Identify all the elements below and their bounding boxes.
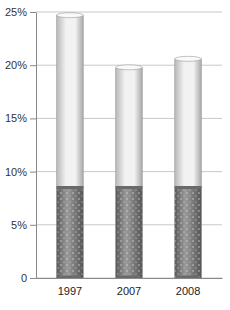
plot: 0 5% 10% 15% 20% 25% 1997 2007 2008 bbox=[5, 6, 223, 297]
bar-cap bbox=[57, 13, 84, 18]
filter bbox=[116, 186, 143, 278]
x-tick-label: 2007 bbox=[117, 285, 141, 297]
y-tick-mark bbox=[30, 172, 36, 173]
y-tick: 10% bbox=[5, 166, 36, 178]
bars bbox=[57, 13, 202, 278]
bar bbox=[116, 67, 143, 278]
x-tick-label: 2008 bbox=[176, 285, 200, 297]
y-tick-label: 20% bbox=[5, 59, 27, 71]
bar-cap bbox=[175, 56, 202, 61]
y-tick-label: 10% bbox=[5, 166, 27, 178]
filter-band bbox=[175, 186, 202, 189]
y-axis-line bbox=[36, 13, 37, 279]
y-tick: 0 bbox=[21, 272, 36, 284]
cigarette bbox=[116, 65, 143, 278]
bar-cap bbox=[116, 65, 143, 70]
grid-line bbox=[36, 12, 222, 13]
y-tick: 20% bbox=[5, 59, 36, 71]
cigarette bbox=[57, 13, 84, 278]
bar-base bbox=[175, 276, 202, 279]
bar-base bbox=[116, 276, 143, 279]
y-tick-label: 0 bbox=[21, 272, 27, 284]
y-tick-mark bbox=[30, 65, 36, 66]
filter bbox=[57, 186, 84, 278]
filter-texture bbox=[175, 186, 202, 278]
x-tick: 1997 bbox=[58, 278, 82, 297]
bar bbox=[175, 59, 202, 278]
y-tick: 15% bbox=[5, 112, 36, 124]
x-axis: 1997 2007 2008 bbox=[37, 278, 223, 297]
filter bbox=[175, 186, 202, 278]
y-tick: 25% bbox=[5, 6, 36, 18]
x-tick: 2008 bbox=[176, 278, 200, 297]
y-tick-mark bbox=[30, 118, 36, 119]
y-tick-label: 5% bbox=[11, 219, 27, 231]
y-tick-mark bbox=[30, 225, 36, 226]
y-tick: 5% bbox=[11, 219, 36, 231]
filter-band bbox=[116, 186, 143, 189]
y-tick-mark bbox=[30, 278, 36, 279]
y-tick-label: 15% bbox=[5, 112, 27, 124]
x-axis-line bbox=[37, 278, 223, 279]
filter-band bbox=[57, 186, 84, 189]
y-tick-label: 25% bbox=[5, 6, 27, 18]
bar bbox=[57, 15, 84, 278]
grid bbox=[36, 12, 222, 278]
filter-texture bbox=[116, 186, 143, 278]
x-tick: 2007 bbox=[117, 278, 141, 297]
x-tick-label: 1997 bbox=[58, 285, 82, 297]
y-axis: 0 5% 10% 15% 20% 25% bbox=[5, 6, 37, 284]
cigarette bbox=[175, 56, 202, 278]
y-tick-mark bbox=[30, 12, 36, 13]
bar-base bbox=[57, 276, 84, 279]
chart-container: 0 5% 10% 15% 20% 25% 1997 2007 2008 bbox=[0, 0, 230, 310]
filter-texture bbox=[57, 186, 84, 278]
chart: 0 5% 10% 15% 20% 25% 1997 2007 2008 bbox=[0, 0, 230, 310]
